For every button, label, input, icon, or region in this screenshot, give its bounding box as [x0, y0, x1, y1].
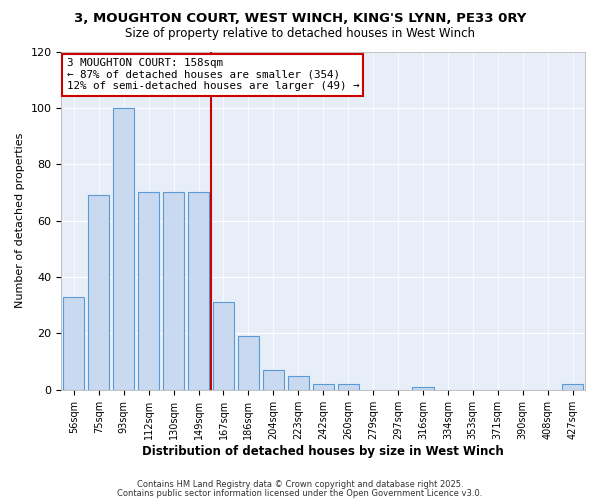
Bar [113, 108, 134, 390]
Bar [412, 387, 434, 390]
Bar [138, 192, 159, 390]
Bar [238, 336, 259, 390]
Bar [163, 192, 184, 390]
Bar [213, 302, 234, 390]
Bar [263, 370, 284, 390]
Bar [188, 192, 209, 390]
Bar [63, 297, 85, 390]
Text: 3, MOUGHTON COURT, WEST WINCH, KING'S LYNN, PE33 0RY: 3, MOUGHTON COURT, WEST WINCH, KING'S LY… [74, 12, 526, 26]
Text: Contains public sector information licensed under the Open Government Licence v3: Contains public sector information licen… [118, 488, 482, 498]
Text: Size of property relative to detached houses in West Winch: Size of property relative to detached ho… [125, 28, 475, 40]
Bar [287, 376, 309, 390]
X-axis label: Distribution of detached houses by size in West Winch: Distribution of detached houses by size … [142, 444, 504, 458]
Bar [88, 196, 109, 390]
Text: Contains HM Land Registry data © Crown copyright and database right 2025.: Contains HM Land Registry data © Crown c… [137, 480, 463, 489]
Text: 3 MOUGHTON COURT: 158sqm
← 87% of detached houses are smaller (354)
12% of semi-: 3 MOUGHTON COURT: 158sqm ← 87% of detach… [67, 58, 359, 92]
Bar [562, 384, 583, 390]
Bar [338, 384, 359, 390]
Y-axis label: Number of detached properties: Number of detached properties [15, 133, 25, 308]
Bar [313, 384, 334, 390]
